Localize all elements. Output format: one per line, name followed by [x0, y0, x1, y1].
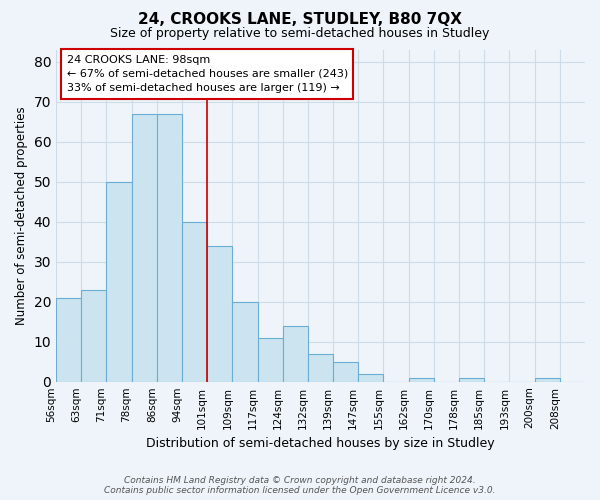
Y-axis label: Number of semi-detached properties: Number of semi-detached properties [15, 106, 28, 325]
Text: Size of property relative to semi-detached houses in Studley: Size of property relative to semi-detach… [110, 28, 490, 40]
Bar [358, 374, 383, 382]
Bar [182, 222, 207, 382]
Bar [308, 354, 333, 382]
Bar [459, 378, 484, 382]
Text: Contains HM Land Registry data © Crown copyright and database right 2024.
Contai: Contains HM Land Registry data © Crown c… [104, 476, 496, 495]
X-axis label: Distribution of semi-detached houses by size in Studley: Distribution of semi-detached houses by … [146, 437, 495, 450]
Bar [157, 114, 182, 382]
Bar [106, 182, 131, 382]
Text: 24 CROOKS LANE: 98sqm
← 67% of semi-detached houses are smaller (243)
33% of sem: 24 CROOKS LANE: 98sqm ← 67% of semi-deta… [67, 55, 348, 93]
Bar [283, 326, 308, 382]
Bar [535, 378, 560, 382]
Bar [81, 290, 106, 382]
Text: 24, CROOKS LANE, STUDLEY, B80 7QX: 24, CROOKS LANE, STUDLEY, B80 7QX [138, 12, 462, 28]
Bar [333, 362, 358, 382]
Bar [409, 378, 434, 382]
Bar [56, 298, 81, 382]
Bar [257, 338, 283, 382]
Bar [207, 246, 232, 382]
Bar [232, 302, 257, 382]
Bar [131, 114, 157, 382]
